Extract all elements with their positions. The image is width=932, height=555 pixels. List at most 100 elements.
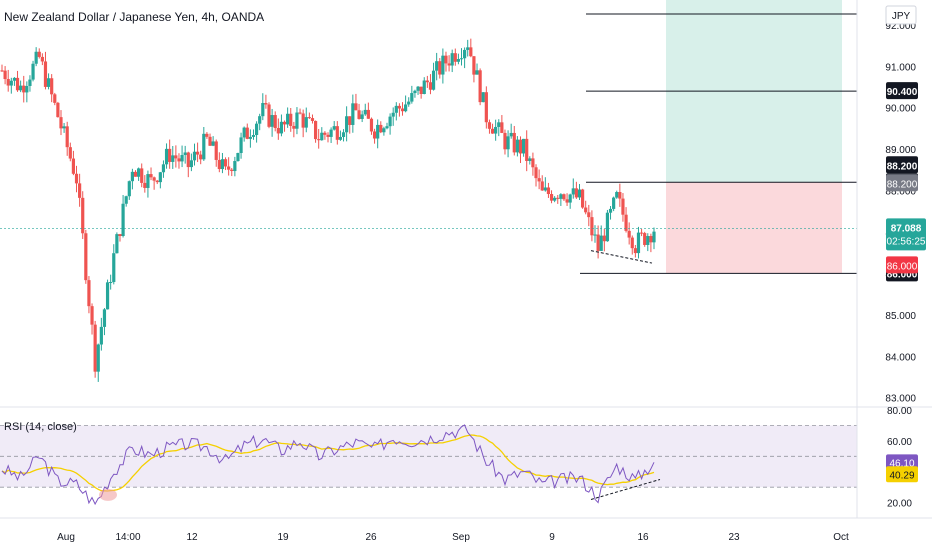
candle	[12, 77, 17, 81]
candle	[298, 112, 302, 114]
time-tick-label: 14:00	[115, 532, 140, 543]
candle	[28, 79, 32, 86]
candle	[102, 309, 107, 327]
candle	[152, 177, 156, 181]
rsi-divergence-line	[590, 478, 661, 500]
candle	[459, 58, 464, 60]
candle	[9, 80, 13, 86]
chart-title: New Zealand Dollar / Japanese Yen, 4h, O…	[4, 10, 264, 24]
candle	[137, 168, 141, 177]
candle	[202, 133, 206, 160]
candle	[25, 85, 29, 93]
candle	[6, 79, 10, 86]
countdown-label: 02:56:25	[887, 236, 926, 247]
time-tick-label: 23	[728, 532, 740, 543]
candle	[276, 128, 280, 134]
candle	[503, 132, 507, 150]
current-price-badge	[886, 218, 926, 251]
candle	[317, 139, 321, 141]
candle	[301, 113, 305, 128]
level-price-label-bg	[886, 82, 918, 100]
candle	[112, 253, 116, 282]
candle	[68, 147, 72, 159]
candle	[394, 105, 398, 113]
candle	[71, 158, 76, 174]
candle	[286, 113, 290, 125]
candle	[478, 70, 482, 103]
candle	[372, 131, 377, 139]
candle	[630, 237, 634, 249]
price-tick-label: 92.000	[885, 21, 916, 32]
time-tick-label: Oct	[833, 532, 849, 543]
candle	[413, 90, 417, 94]
candle	[310, 118, 315, 121]
candle	[267, 104, 271, 127]
candle	[385, 126, 389, 129]
candle	[649, 236, 653, 243]
candle	[438, 61, 442, 75]
candle	[192, 151, 197, 161]
rsi-ma-badge	[886, 466, 918, 483]
candle	[242, 127, 246, 138]
candle	[46, 78, 51, 87]
candle	[369, 118, 374, 132]
candle	[497, 122, 501, 127]
candle	[509, 132, 513, 137]
candle	[475, 70, 479, 75]
candle	[208, 136, 212, 146]
candle	[81, 197, 85, 234]
stop-label-red-bg	[886, 256, 918, 274]
candle	[522, 138, 526, 154]
candle	[329, 129, 333, 137]
candle	[335, 126, 339, 140]
candle	[332, 126, 336, 130]
candle	[180, 155, 184, 162]
candle	[391, 112, 395, 117]
candle	[19, 85, 23, 91]
candle	[323, 132, 327, 135]
candle	[214, 141, 218, 160]
candle	[518, 139, 523, 154]
candle	[565, 199, 569, 203]
candle	[161, 164, 166, 173]
candle	[174, 155, 178, 159]
price-tick-label: 84.000	[885, 352, 916, 363]
level-price-label: 86.000	[887, 269, 918, 280]
candle	[376, 124, 380, 139]
candle	[217, 159, 221, 170]
candle	[34, 51, 38, 64]
candle	[531, 158, 535, 168]
candle	[220, 159, 225, 170]
candle	[602, 235, 606, 242]
candle	[568, 194, 572, 203]
time-tick-label: Sep	[452, 532, 470, 543]
candle	[53, 94, 57, 103]
candle	[348, 116, 352, 125]
oversold-highlight	[99, 488, 117, 501]
candle	[99, 326, 103, 345]
candle	[56, 102, 60, 118]
candle	[363, 109, 367, 115]
time-tick-label: Aug	[57, 532, 75, 543]
candle	[633, 248, 637, 254]
currency-badge	[885, 5, 917, 25]
candle	[93, 324, 97, 372]
candle	[556, 197, 560, 199]
rsi-value-label: 46.10	[889, 458, 914, 469]
candle	[416, 86, 420, 91]
time-tick-label: 19	[277, 532, 289, 543]
candle	[196, 151, 200, 155]
candle	[183, 152, 187, 156]
rsi-tick-label: 20.00	[887, 499, 912, 510]
candle	[528, 158, 532, 161]
candle	[230, 169, 234, 172]
candle	[590, 217, 594, 236]
candle	[313, 120, 318, 140]
candle	[428, 82, 433, 90]
candle	[22, 85, 26, 93]
candle	[199, 154, 203, 160]
candle	[273, 115, 277, 129]
price-tick-label: 89.000	[885, 145, 916, 156]
candle	[171, 155, 175, 162]
